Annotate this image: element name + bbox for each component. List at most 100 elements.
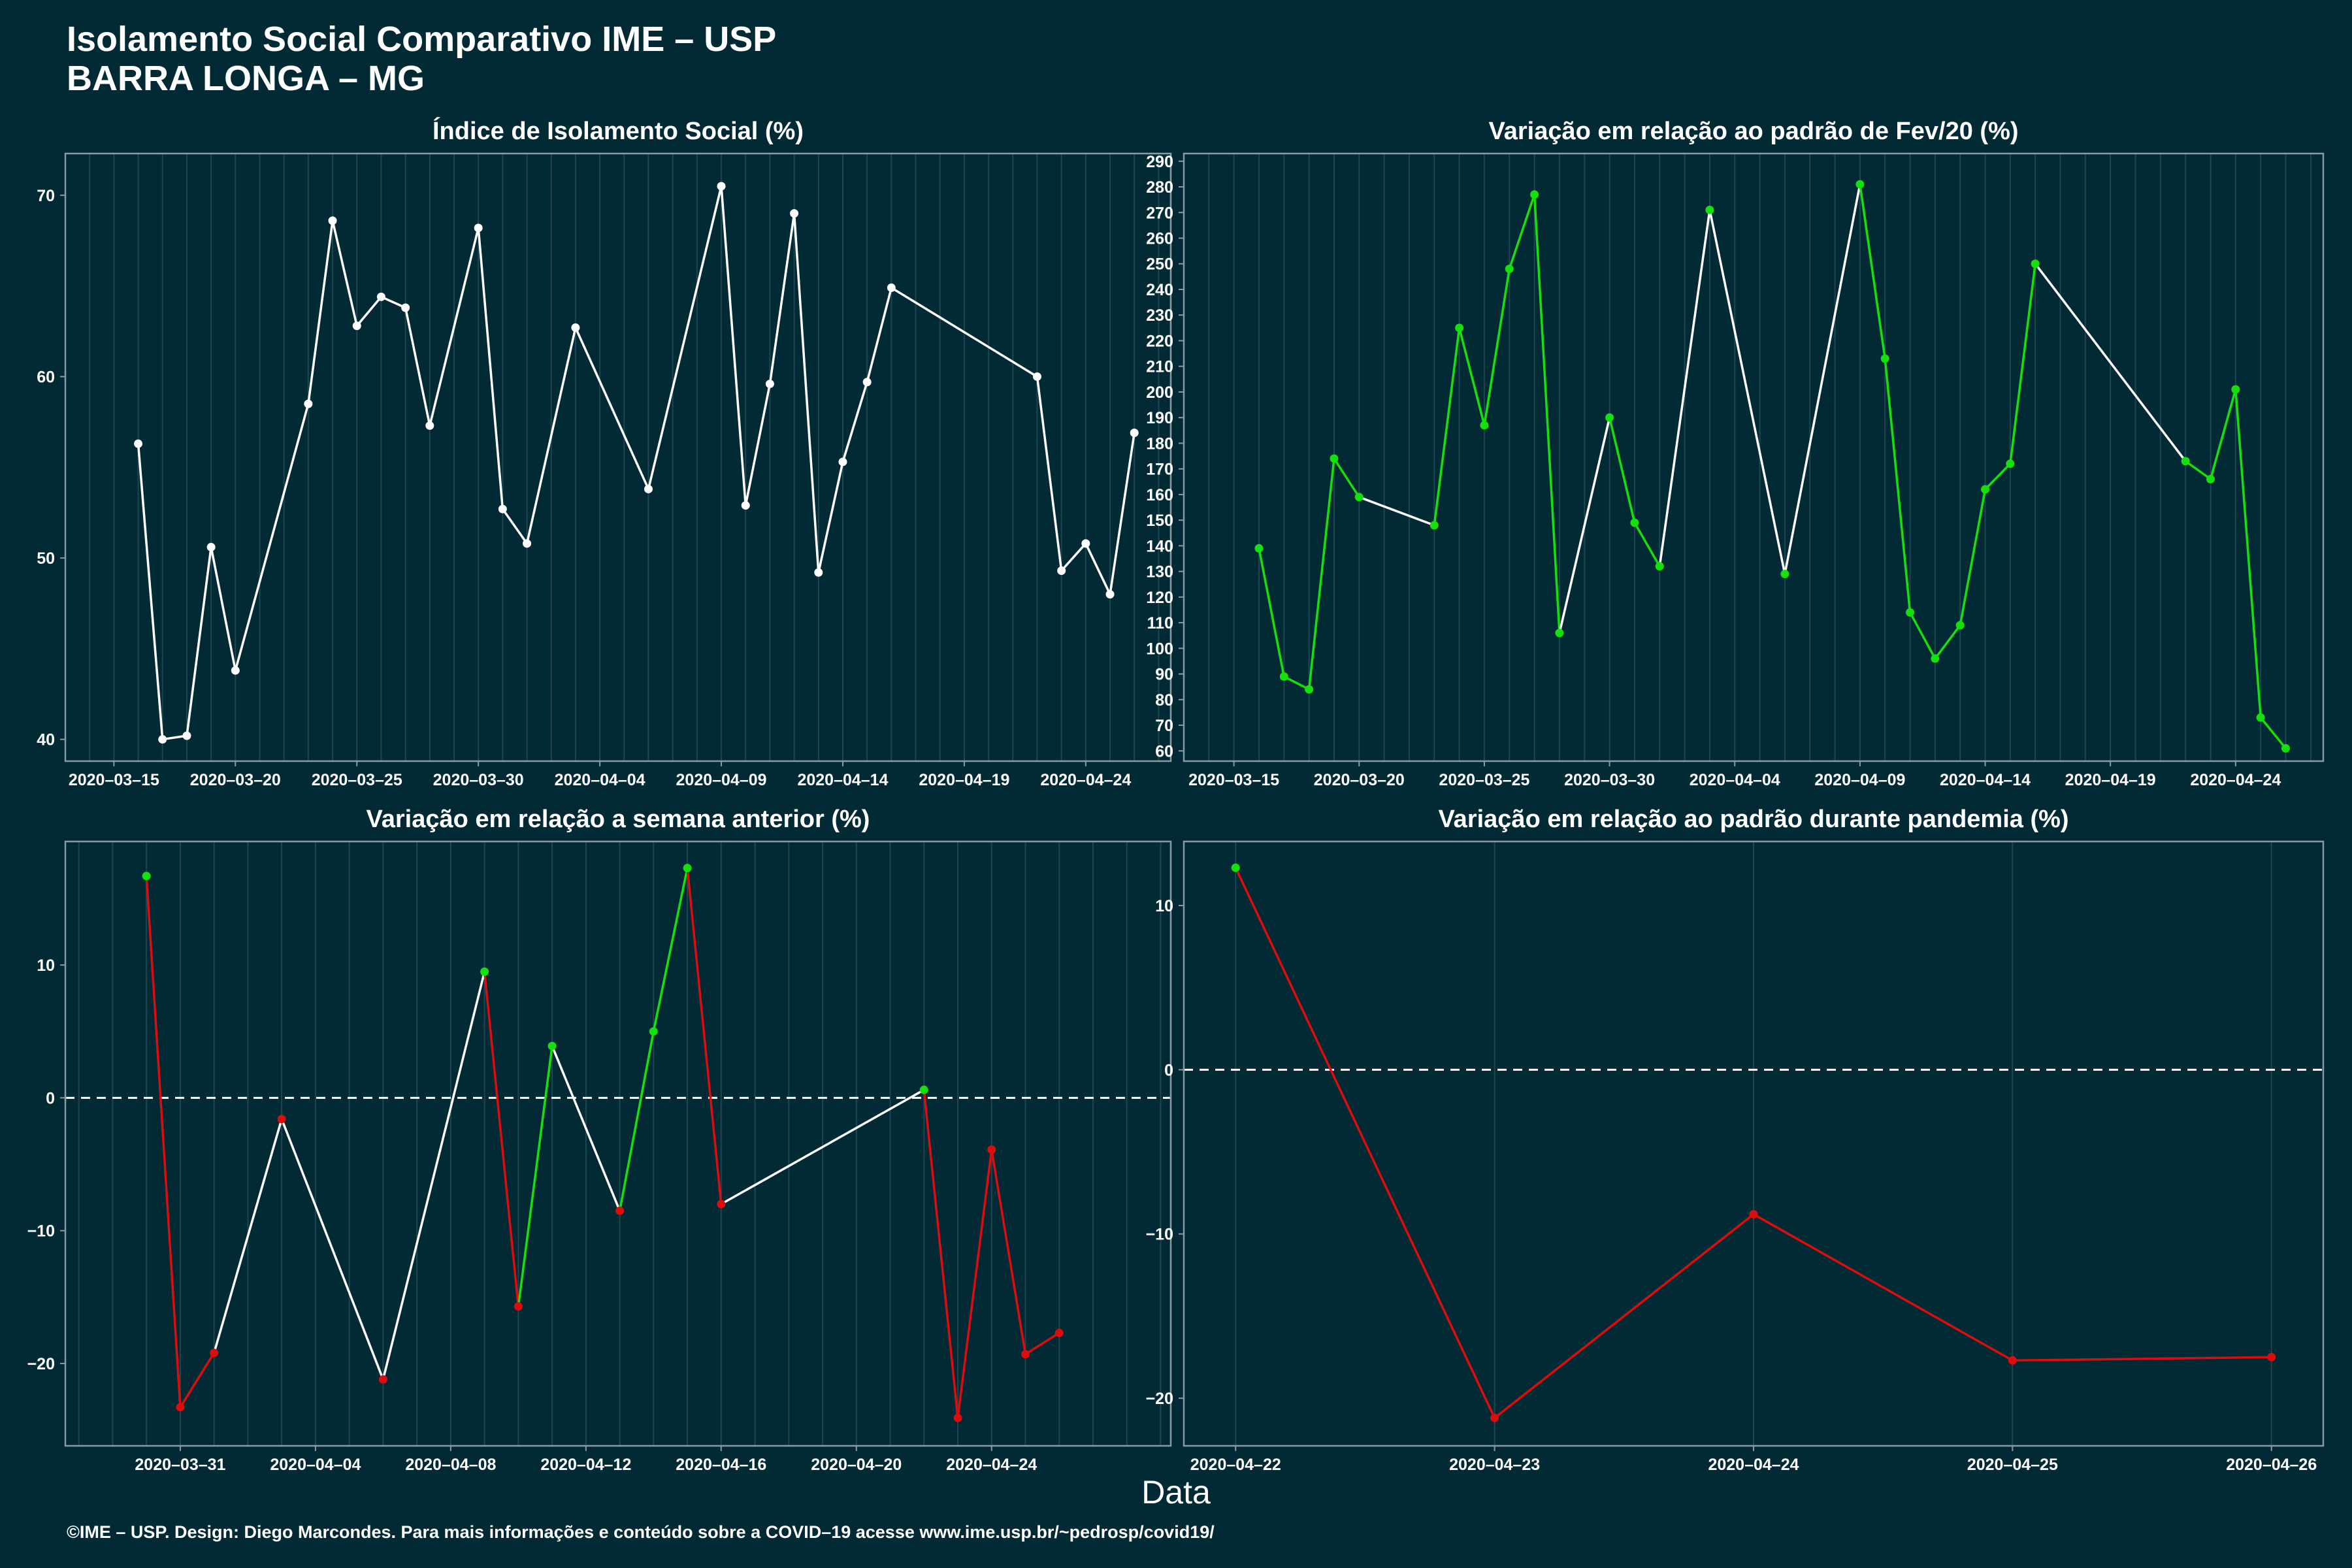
data-point — [523, 539, 532, 548]
data-point — [1429, 521, 1439, 530]
series-segment — [574, 326, 650, 491]
data-point — [1880, 354, 1889, 363]
x-tick-label: 2020–04–25 — [1967, 1456, 2058, 1474]
series-segment — [1109, 431, 1135, 596]
y-tick-label: 0 — [46, 1089, 55, 1107]
y-tick-label: 280 — [1146, 178, 1173, 197]
series-segment — [1433, 327, 1461, 527]
y-tick-label: 170 — [1146, 461, 1173, 479]
chart-title: Variação em relação ao padrão durante pa… — [1438, 806, 2068, 833]
series-segment — [1752, 1213, 2014, 1362]
series-segment — [1282, 675, 1311, 691]
data-point — [1906, 608, 1915, 617]
series-segment — [1708, 208, 1786, 576]
data-point — [649, 1027, 658, 1036]
chart-title: Variação em relação a semana anterior (%… — [367, 806, 870, 833]
data-point — [2031, 259, 2040, 269]
series-segment — [429, 227, 480, 427]
series-segment — [1633, 521, 1661, 568]
y-tick-label: 100 — [1146, 640, 1173, 658]
series-segment — [525, 326, 577, 545]
series-segment — [768, 212, 796, 385]
y-tick-label: 190 — [1146, 409, 1173, 427]
data-point — [683, 864, 692, 873]
data-point — [401, 303, 410, 312]
x-tick-label: 2020–03–30 — [433, 771, 524, 789]
data-point — [1231, 863, 1240, 872]
data-point — [1130, 429, 1139, 438]
y-tick-label: 150 — [1146, 512, 1173, 530]
x-tick-label: 2020–04–24 — [946, 1456, 1037, 1474]
series-segment — [1859, 183, 1886, 360]
series-segment — [1234, 866, 1496, 1420]
series-segment — [1908, 611, 1936, 660]
series-segment — [652, 866, 689, 1033]
data-point — [1855, 180, 1865, 189]
data-point — [953, 1413, 962, 1422]
series-segment — [517, 1045, 553, 1308]
series-segment — [1608, 416, 1636, 524]
y-tick-label: 140 — [1146, 537, 1173, 555]
y-tick-label: −10 — [27, 1222, 55, 1241]
series-segment — [647, 185, 723, 491]
data-point — [1981, 485, 1990, 494]
x-tick-label: 2020–03–30 — [1564, 771, 1655, 789]
chart-title: Índice de Isolamento Social (%) — [433, 116, 804, 145]
series-segment — [841, 381, 868, 463]
series-segment — [1508, 193, 1536, 270]
main-title: Isolamento Social Comparativo IME – USP … — [67, 20, 776, 98]
y-tick-label: −20 — [1146, 1390, 1173, 1408]
data-point — [277, 1115, 286, 1124]
plot-frame — [64, 840, 1172, 1447]
x-tick-label: 2020–04–16 — [676, 1456, 766, 1474]
x-tick-label: 2020–04–14 — [797, 771, 888, 789]
y-tick-label: 40 — [37, 731, 55, 749]
data-point — [1530, 190, 1539, 199]
plot-frame — [1183, 840, 2325, 1447]
series-segment — [1533, 193, 1561, 634]
data-point — [134, 439, 143, 448]
data-point — [514, 1302, 523, 1311]
data-point — [158, 735, 167, 744]
data-point — [919, 1085, 928, 1094]
data-point — [790, 209, 799, 218]
series-segment — [990, 1148, 1027, 1356]
data-point — [480, 967, 489, 976]
y-tick-label: 70 — [1155, 717, 1173, 735]
series-segment — [331, 219, 358, 327]
data-point — [1655, 562, 1664, 571]
y-tick-label: −10 — [1146, 1226, 1173, 1244]
x-tick-label: 2020–04–19 — [919, 771, 1009, 789]
data-point — [1254, 544, 1264, 553]
x-tick-label: 2020–03–25 — [1439, 771, 1529, 789]
series-segment — [1884, 357, 1912, 614]
x-tick-label: 2020–04–19 — [2065, 771, 2156, 789]
data-point — [1021, 1350, 1030, 1359]
series-segment — [1307, 457, 1335, 691]
series-segment — [2034, 262, 2187, 463]
x-tick-label: 2020–04–04 — [270, 1456, 361, 1474]
series-segment — [720, 1088, 926, 1205]
title-line-1: Isolamento Social Comparativo IME – USP — [67, 20, 777, 59]
title-line-2: BARRA LONGA – MG — [67, 59, 425, 98]
x-tick-label: 2020–04–24 — [2190, 771, 2281, 789]
series-segment — [792, 212, 820, 574]
data-point — [1705, 205, 1714, 214]
y-tick-label: 60 — [1155, 742, 1173, 760]
series-segment — [551, 1045, 621, 1212]
data-point — [231, 666, 240, 675]
y-tick-label: 220 — [1146, 332, 1173, 350]
y-tick-label: 250 — [1146, 255, 1173, 274]
data-point — [571, 323, 580, 333]
x-tick-label: 2020–04–08 — [405, 1456, 496, 1474]
data-point — [2281, 743, 2291, 753]
data-point — [474, 223, 483, 233]
data-point — [1455, 323, 1464, 333]
x-tick-label: 2020–04–04 — [1690, 771, 1780, 789]
x-tick-label: 2020–03–20 — [1314, 771, 1405, 789]
series-segment — [1959, 488, 1987, 627]
data-point — [1330, 454, 1339, 463]
data-point — [862, 378, 872, 387]
